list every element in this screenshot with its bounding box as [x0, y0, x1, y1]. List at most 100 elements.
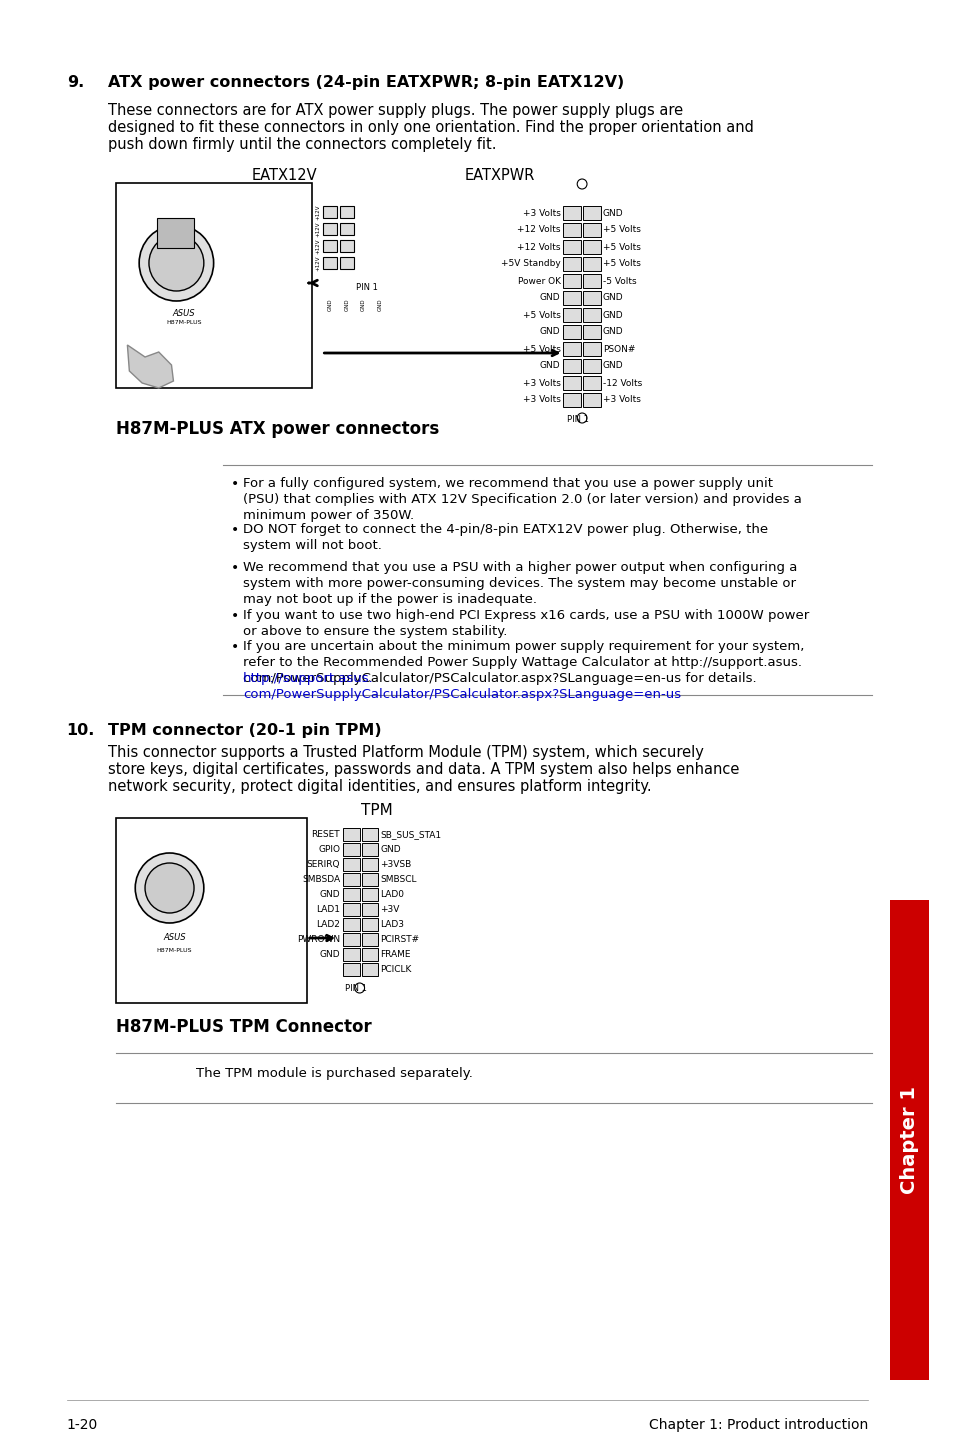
Bar	[582, 275, 600, 288]
Bar	[343, 963, 359, 976]
Text: SB_SUS_STA1: SB_SUS_STA1	[380, 830, 441, 838]
Bar	[563, 325, 580, 339]
Text: GND: GND	[328, 298, 333, 311]
Text: +12 Volts: +12 Volts	[517, 226, 560, 234]
Bar	[343, 843, 359, 856]
Bar	[563, 257, 580, 270]
Text: GND: GND	[539, 328, 560, 336]
Bar	[343, 933, 359, 946]
Text: Chapter 1: Chapter 1	[899, 1086, 918, 1194]
Text: •: •	[231, 610, 239, 623]
Text: store keys, digital certificates, passwords and data. A TPM system also helps en: store keys, digital certificates, passwo…	[108, 762, 739, 777]
Polygon shape	[137, 889, 188, 943]
Text: PIN 1: PIN 1	[345, 984, 367, 994]
Text: GND: GND	[360, 298, 366, 311]
Bar	[343, 858, 359, 871]
Text: -5 Volts: -5 Volts	[602, 276, 636, 286]
Text: +3V: +3V	[380, 905, 399, 915]
Bar	[361, 828, 378, 841]
Text: SMBSCL: SMBSCL	[380, 874, 416, 884]
Text: The TPM module is purchased separately.: The TPM module is purchased separately.	[195, 1067, 473, 1080]
Bar	[582, 325, 600, 339]
Text: Power OK: Power OK	[517, 276, 560, 286]
Bar	[563, 308, 580, 322]
Text: FRAME: FRAME	[380, 951, 411, 959]
Bar	[582, 375, 600, 390]
Bar	[343, 828, 359, 841]
Text: H87M-PLUS: H87M-PLUS	[156, 948, 192, 952]
Bar	[563, 290, 580, 305]
Text: H87M-PLUS ATX power connectors: H87M-PLUS ATX power connectors	[115, 420, 438, 439]
Text: LAD3: LAD3	[380, 920, 404, 929]
Text: GND: GND	[602, 209, 622, 217]
Text: PSON#: PSON#	[602, 345, 635, 354]
Text: +3 Volts: +3 Volts	[522, 209, 560, 217]
Bar	[343, 889, 359, 902]
Bar	[563, 360, 580, 372]
Text: refer to the Recommended Power Supply Wattage Calculator at http://support.asus.: refer to the Recommended Power Supply Wa…	[243, 656, 801, 669]
Text: +12V: +12V	[315, 256, 320, 270]
Text: ATX power connectors (24-pin EATXPWR; 8-pin EATX12V): ATX power connectors (24-pin EATXPWR; 8-…	[108, 75, 623, 91]
Text: LAD1: LAD1	[315, 905, 339, 915]
Bar	[361, 843, 378, 856]
Text: +5 Volts: +5 Volts	[602, 243, 639, 252]
Bar	[563, 240, 580, 255]
Text: •: •	[231, 640, 239, 654]
Circle shape	[149, 234, 204, 290]
Bar	[582, 223, 600, 237]
Text: These connectors are for ATX power supply plugs. The power supply plugs are: These connectors are for ATX power suppl…	[108, 104, 682, 118]
Bar	[563, 393, 580, 407]
Text: PIN 1: PIN 1	[355, 283, 377, 292]
Text: DO NOT forget to connect the 4-pin/8-pin EATX12V power plug. Otherwise, the: DO NOT forget to connect the 4-pin/8-pin…	[243, 523, 767, 536]
Text: GND: GND	[539, 293, 560, 302]
Bar	[582, 360, 600, 372]
Bar	[582, 257, 600, 270]
Text: com/PowerSupplyCalculator/PSCalculator.aspx?SLanguage=en-us for details.: com/PowerSupplyCalculator/PSCalculator.a…	[243, 672, 756, 684]
Text: push down firmly until the connectors completely fit.: push down firmly until the connectors co…	[108, 137, 496, 152]
Text: +12V: +12V	[315, 221, 320, 237]
Bar	[361, 858, 378, 871]
Text: PCIRST#: PCIRST#	[380, 935, 419, 943]
Text: EATX12V: EATX12V	[252, 168, 316, 183]
Text: GND: GND	[602, 311, 622, 319]
Bar	[343, 903, 359, 916]
Bar	[323, 223, 336, 234]
Text: +5 Volts: +5 Volts	[522, 345, 560, 354]
Text: +5 Volts: +5 Volts	[602, 259, 639, 269]
Circle shape	[139, 224, 213, 301]
Bar	[361, 873, 378, 886]
Circle shape	[577, 413, 586, 423]
Text: EATXPWR: EATXPWR	[464, 168, 535, 183]
Text: LAD0: LAD0	[380, 890, 404, 899]
Text: GND: GND	[539, 361, 560, 371]
Bar	[361, 933, 378, 946]
Bar	[582, 342, 600, 357]
Text: http://support.asus.: http://support.asus.	[243, 672, 374, 684]
Text: PCICLK: PCICLK	[380, 965, 411, 974]
Circle shape	[145, 863, 193, 913]
Text: +3 Volts: +3 Volts	[522, 378, 560, 387]
Text: +12V: +12V	[315, 239, 320, 253]
Text: system with more power-consuming devices. The system may become unstable or: system with more power-consuming devices…	[243, 577, 795, 590]
Text: network security, protect digital identities, and ensures platform integrity.: network security, protect digital identi…	[108, 779, 651, 794]
Text: •: •	[231, 477, 239, 490]
Bar	[343, 873, 359, 886]
Text: minimum power of 350W.: minimum power of 350W.	[243, 509, 414, 522]
Text: •: •	[231, 561, 239, 575]
Text: GND: GND	[344, 298, 349, 311]
Bar	[563, 206, 580, 220]
Text: +3 Volts: +3 Volts	[602, 395, 639, 404]
Text: H87M-PLUS TPM Connector: H87M-PLUS TPM Connector	[115, 1018, 371, 1035]
Text: +5 Volts: +5 Volts	[602, 226, 639, 234]
Bar	[361, 903, 378, 916]
Bar	[361, 889, 378, 902]
Text: +12 Volts: +12 Volts	[517, 243, 560, 252]
Bar	[582, 393, 600, 407]
Text: com/PowerSupplyCalculator/PSCalculator.aspx?SLanguage=en-us: com/PowerSupplyCalculator/PSCalculator.a…	[243, 687, 680, 700]
Text: H87M-PLUS: H87M-PLUS	[167, 321, 202, 325]
Text: TPM connector (20-1 pin TPM): TPM connector (20-1 pin TPM)	[108, 723, 381, 738]
Bar	[563, 375, 580, 390]
Bar	[343, 917, 359, 930]
Bar	[339, 206, 354, 219]
Text: PIN 1: PIN 1	[567, 416, 589, 424]
